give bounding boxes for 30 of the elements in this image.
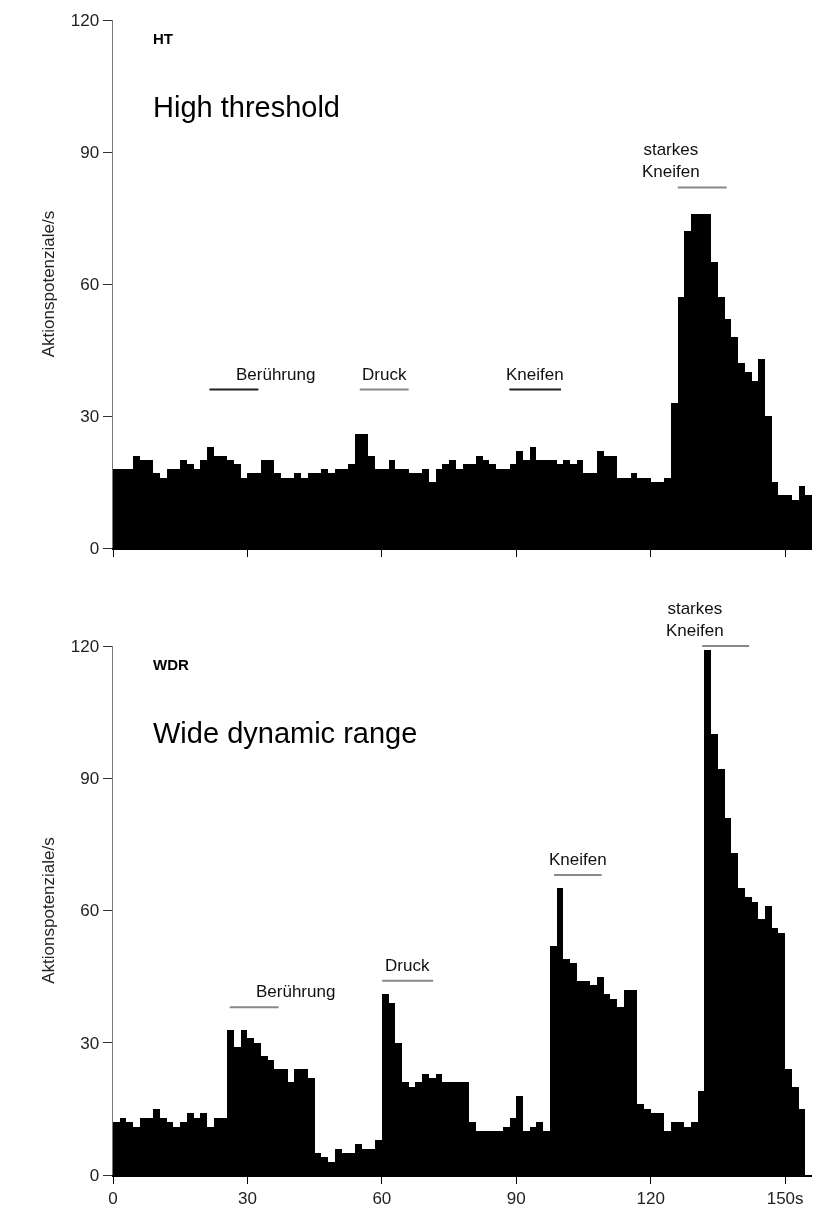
y-tick-label: 60	[80, 901, 100, 921]
annotation: HT	[153, 30, 173, 47]
x-tick-label: 30	[237, 1188, 257, 1208]
annotation: Berührung	[236, 365, 316, 384]
annotation: Druck	[385, 956, 430, 975]
annotation: starkes Kneifen	[642, 140, 700, 182]
annotation: WDR	[153, 656, 189, 673]
annotation: High threshold	[153, 91, 340, 123]
y-tick-label: 90	[80, 769, 100, 789]
annotation: Kneifen	[506, 365, 564, 384]
y-axis-title: Aktionspotenziale/s	[38, 210, 58, 358]
text: starkes Kneifen	[666, 599, 724, 641]
x-tick-label: 90	[506, 1188, 526, 1208]
annotation: Druck	[362, 365, 407, 384]
y-tick-label: 0	[89, 1165, 100, 1185]
y-tick-label: 30	[80, 1033, 100, 1053]
annotation: Kneifen	[549, 850, 607, 869]
y-tick-label: 0	[89, 538, 100, 558]
annotation: Berührung	[256, 982, 336, 1001]
y-tick-label: 90	[80, 142, 100, 162]
x-tick-label: 0	[108, 1188, 118, 1208]
x-tick-label: 120	[636, 1188, 665, 1208]
x-tick-label: 60	[372, 1188, 392, 1208]
y-tick-label: 120	[70, 10, 100, 30]
y-tick-label: 60	[80, 274, 100, 294]
y-tick-label: 120	[70, 636, 100, 656]
y-tick-label: 30	[80, 406, 100, 426]
annotation: Wide dynamic range	[153, 717, 418, 749]
y-axis-title: Aktionspotenziale/s	[38, 837, 58, 984]
x-tick-label: 150s	[766, 1188, 804, 1208]
